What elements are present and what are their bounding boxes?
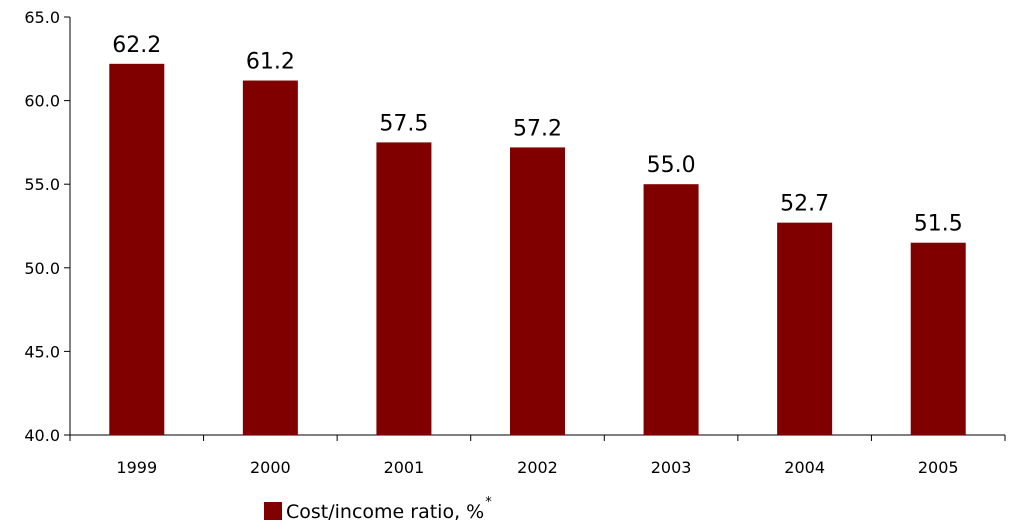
legend-superscript: *: [485, 495, 492, 510]
x-tick-label: 2004: [784, 458, 825, 477]
data-label-2002: 57.2: [513, 116, 562, 141]
legend-label: Cost/income ratio, %: [286, 501, 484, 522]
bar-2005: [910, 242, 966, 435]
data-label-2003: 55.0: [647, 153, 696, 178]
bar-2002: [510, 147, 565, 435]
data-label-2005: 51.5: [914, 212, 963, 237]
x-axis: 1999 2000 2001 2002 2003 2004 2005: [69, 434, 1006, 477]
x-tick-label: 2003: [651, 458, 692, 477]
y-tick-label: 65.0: [24, 8, 60, 27]
y-axis: 40.0 45.0 50.0 55.0 60.0 65.0: [24, 8, 71, 445]
x-tick-label: 2001: [384, 458, 425, 477]
y-tick-label: 55.0: [24, 175, 60, 194]
legend: Cost/income ratio, % *: [264, 495, 492, 522]
bar-2001: [376, 142, 432, 435]
y-tick-label: 45.0: [24, 342, 60, 361]
y-tick-label: 40.0: [24, 426, 60, 445]
bar-1999: [109, 63, 165, 435]
bar-2000: [242, 80, 298, 435]
x-tick-label: 1999: [116, 458, 157, 477]
data-label-2001: 57.5: [379, 111, 428, 136]
x-tick-label: 2002: [517, 458, 558, 477]
bars: [109, 63, 966, 435]
data-labels: 62.2 61.2 57.5 57.2 55.0 52.7 51.5: [112, 33, 962, 237]
data-label-2004: 52.7: [780, 192, 829, 217]
legend-swatch: [264, 502, 282, 520]
y-tick-label: 50.0: [24, 259, 60, 278]
x-tick-label: 2000: [250, 458, 291, 477]
x-tick-label: 2005: [918, 458, 959, 477]
data-label-1999: 62.2: [112, 33, 161, 58]
bar-2003: [643, 184, 699, 435]
y-tick-label: 60.0: [24, 92, 60, 111]
data-label-2000: 61.2: [246, 50, 295, 75]
bar-2004: [777, 222, 833, 435]
